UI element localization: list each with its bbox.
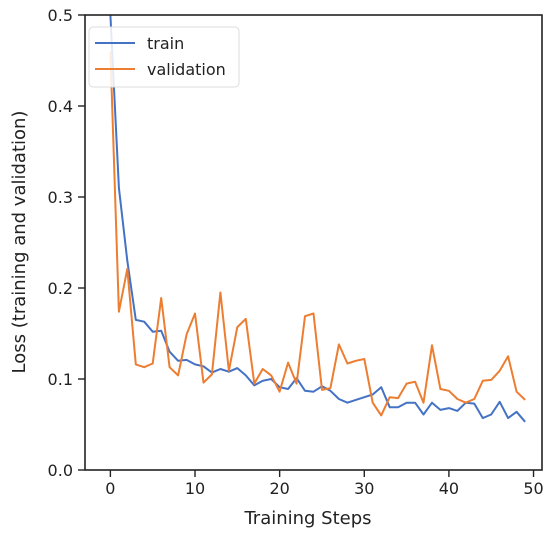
- legend-label-validation: validation: [147, 60, 226, 79]
- y-axis-title: Loss (training and validation): [9, 111, 30, 374]
- y-tick-label: 0.1: [48, 370, 73, 389]
- x-tick-label: 0: [105, 479, 115, 498]
- x-tick-label: 40: [439, 479, 459, 498]
- x-axis-title: Training Steps: [243, 508, 371, 529]
- y-tick-label: 0.4: [48, 97, 73, 116]
- series-line-train: [109, 15, 526, 423]
- y-tick-label: 0.3: [48, 188, 73, 207]
- y-tick-label: 0.2: [48, 279, 73, 298]
- x-tick-label: 30: [354, 479, 374, 498]
- y-tick-label: 0.5: [48, 6, 73, 25]
- y-axis: 0.0 0.1 0.2 0.3 0.4 0.5: [48, 6, 85, 480]
- x-tick-label: 10: [185, 479, 205, 498]
- x-tick-label: 20: [269, 479, 289, 498]
- legend: train validation: [88, 26, 240, 88]
- legend-label-train: train: [147, 34, 184, 53]
- y-tick-label: 0.0: [48, 461, 73, 480]
- series-line-validation: [109, 51, 526, 417]
- plot-frame: [84, 14, 543, 471]
- x-tick-label: 50: [523, 479, 543, 498]
- series-layer: [109, 15, 526, 423]
- x-axis: 0 10 20 30 40 50: [105, 470, 544, 498]
